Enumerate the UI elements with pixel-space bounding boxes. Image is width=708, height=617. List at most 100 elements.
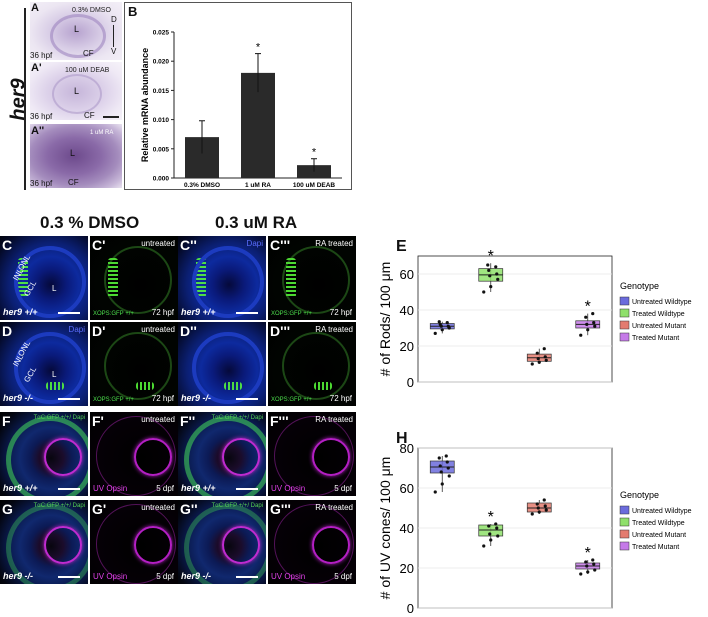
data-point xyxy=(447,474,451,478)
data-point xyxy=(445,460,449,464)
data-point xyxy=(489,538,493,542)
panel-letter: F' xyxy=(92,413,104,429)
vertical-rule xyxy=(24,8,26,190)
panel-stage-label: 72 hpf xyxy=(329,308,352,317)
panel-letter: F''' xyxy=(270,413,289,429)
condition-label-deab: 100 uM DEAB xyxy=(65,67,110,74)
y-tick-label: 0.025 xyxy=(153,30,170,37)
panel-top-label: Dapi xyxy=(68,325,85,334)
micrograph-4-2: G' untreated UV Opsin 5 dpf xyxy=(90,500,178,584)
data-point xyxy=(444,454,448,458)
retina-ring xyxy=(192,332,264,404)
panel-stage-label: 5 dpf xyxy=(334,484,352,493)
micrograph-1-2: C' untreated XOPS:GFP +/+ 72 hpf xyxy=(90,236,178,320)
condition-label-ra: 1 uM RA xyxy=(90,130,114,136)
panel-bottom-label: her9 +/+ xyxy=(181,307,216,317)
retina-outline xyxy=(274,416,354,496)
y-tick-label: 20 xyxy=(400,561,414,576)
micrograph-2-3: D'' her9 -/- xyxy=(178,322,266,406)
panel-letter-h: H xyxy=(396,430,408,447)
significance-star-1: * xyxy=(488,509,494,526)
lens-label-a: L xyxy=(74,24,80,34)
data-point xyxy=(593,324,597,328)
retina-ring xyxy=(14,332,86,404)
y-tick-label: 60 xyxy=(400,267,414,282)
retina-outline xyxy=(96,504,176,584)
legend-label-1: Treated Wildtype xyxy=(632,311,685,318)
data-point xyxy=(536,357,540,361)
legend-swatch-1 xyxy=(619,308,630,318)
legend-label-2: Untreated Mutant xyxy=(632,532,686,539)
data-point xyxy=(584,315,588,319)
data-point xyxy=(496,534,500,538)
data-point xyxy=(489,285,493,289)
panel-top-label: TαC:GFP +/+/ Dapi xyxy=(33,503,85,509)
legend-label-0: Untreated Wildtype xyxy=(632,508,692,515)
insitu-image-ra xyxy=(30,124,122,188)
retina-ring xyxy=(104,246,172,314)
panel-bottom-label: her9 +/+ xyxy=(181,483,216,493)
micrograph-4-1: G TαC:GFP +/+/ Dapi her9 -/- xyxy=(0,500,88,584)
panel-bottom-label: UV Opsin xyxy=(93,484,128,493)
panel-bottom-label: her9 -/- xyxy=(181,393,212,403)
condition-label-dmso: 0.3% DMSO xyxy=(72,7,111,14)
data-point xyxy=(433,490,437,494)
micrograph-2-4: D''' RA treated XOPS:GFP +/+ 72 hpf xyxy=(268,322,356,406)
panel-letter: D'' xyxy=(180,323,197,339)
panel-bottom-label: XOPS:GFP +/+ xyxy=(271,397,312,403)
panel-top-label: untreated xyxy=(141,503,175,512)
micrograph-3-3: F'' TαC:GFP +/+/ Dapi her9 +/+ xyxy=(178,412,266,496)
data-point xyxy=(543,355,547,359)
significance-star-3: * xyxy=(585,545,591,562)
data-point xyxy=(579,572,583,576)
panel-bottom-label: her9 +/+ xyxy=(3,307,38,317)
data-point xyxy=(445,321,449,325)
panel-top-label: RA treated xyxy=(315,415,353,424)
retina-outline xyxy=(6,416,88,496)
panel-stage-label: 72 hpf xyxy=(329,394,352,403)
legend-label-3: Treated Mutant xyxy=(632,544,679,551)
retina-ring xyxy=(222,526,260,564)
retina-ring xyxy=(44,526,82,564)
micrograph-4-3: G'' TαC:GFP +/+/ Dapi her9 -/- xyxy=(178,500,266,584)
y-tick-label: 0.015 xyxy=(153,88,170,95)
y-tick-label: 60 xyxy=(400,481,414,496)
legend-swatch-3 xyxy=(619,541,630,551)
data-point xyxy=(433,331,437,335)
panel-top-label: untreated xyxy=(141,415,175,424)
data-point xyxy=(487,268,491,272)
panel-letter: C''' xyxy=(270,237,291,253)
panel-letter: F'' xyxy=(180,413,196,429)
y-tick-label: 80 xyxy=(400,442,414,456)
axis-label-v: V xyxy=(111,47,117,56)
micrograph-3-4: F''' RA treated UV Opsin 5 dpf xyxy=(268,412,356,496)
panel-bottom-label: XOPS:GFP +/+ xyxy=(93,397,134,403)
data-point xyxy=(487,524,491,528)
panel-stage-label: 72 hpf xyxy=(151,394,174,403)
data-point xyxy=(535,502,539,506)
data-point xyxy=(438,464,442,468)
panel-stage-label: 72 hpf xyxy=(151,308,174,317)
panel-top-label: untreated xyxy=(141,239,175,248)
legend-label-2: Untreated Mutant xyxy=(632,323,686,330)
panel-letter: F xyxy=(2,413,11,429)
panel-letter: D''' xyxy=(270,323,291,339)
retina-outline xyxy=(184,416,266,496)
data-point xyxy=(482,544,486,548)
data-point xyxy=(496,277,500,281)
data-point xyxy=(591,558,595,562)
retina-ring xyxy=(312,438,350,476)
retina-outline xyxy=(274,504,354,584)
scale-bar xyxy=(236,398,258,400)
data-point xyxy=(437,320,441,324)
legend-label-1: Treated Wildtype xyxy=(632,520,685,527)
y-tick-label: 0 xyxy=(407,375,414,390)
data-point xyxy=(440,328,444,332)
data-point xyxy=(438,322,442,326)
retina-outline xyxy=(184,504,266,584)
retina-ring xyxy=(14,246,86,318)
panel-letter: G xyxy=(2,501,13,517)
data-point xyxy=(535,351,539,355)
lens-label-a2: L xyxy=(70,148,76,158)
y-tick-label: 0.020 xyxy=(153,59,170,66)
